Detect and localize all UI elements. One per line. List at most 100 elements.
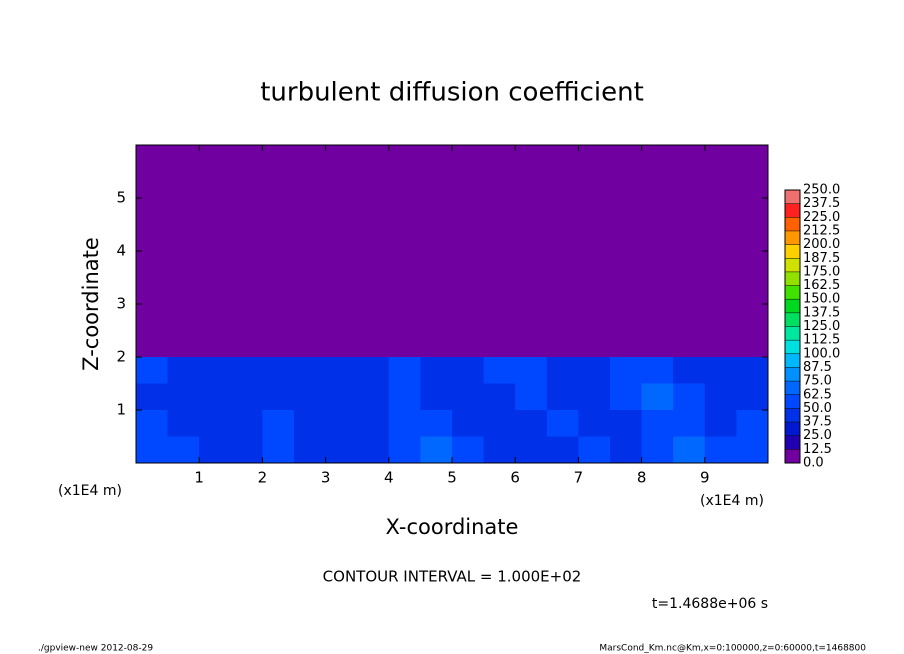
field-cell bbox=[515, 251, 548, 278]
field-cell bbox=[641, 357, 674, 384]
field-cell bbox=[262, 436, 295, 464]
field-cell bbox=[294, 277, 327, 305]
field-cell bbox=[325, 410, 358, 437]
field-cell bbox=[641, 277, 674, 305]
field-cell bbox=[546, 198, 579, 225]
y-tick-label: 2 bbox=[116, 348, 126, 366]
field-cell bbox=[546, 251, 579, 278]
field-cell bbox=[294, 357, 327, 384]
colorbar-label: 37.5 bbox=[803, 415, 832, 430]
field-cell bbox=[515, 145, 548, 172]
field-cell bbox=[578, 224, 611, 252]
field-cell bbox=[199, 330, 232, 358]
field-cell bbox=[420, 224, 453, 252]
field-cell bbox=[199, 277, 232, 305]
field-cell bbox=[325, 436, 358, 464]
field-cell bbox=[641, 198, 674, 225]
field-cell bbox=[452, 145, 485, 172]
field-cell bbox=[325, 145, 358, 172]
field-cell bbox=[230, 410, 263, 437]
colorbar-label: 212.5 bbox=[803, 223, 840, 238]
field-cell bbox=[294, 224, 327, 252]
field-cell bbox=[136, 171, 169, 199]
field-cell bbox=[641, 436, 674, 464]
field-cell bbox=[736, 410, 769, 437]
field-cell bbox=[388, 224, 421, 252]
field-cell bbox=[420, 277, 453, 305]
colorbar-swatch bbox=[785, 230, 800, 245]
field-cell bbox=[230, 224, 263, 252]
y-tick-label: 1 bbox=[116, 401, 126, 419]
x-unit-label: (x1E4 m) bbox=[58, 483, 122, 499]
field-cell bbox=[357, 224, 390, 252]
x-tick-label: 7 bbox=[574, 469, 584, 487]
colorbar-swatch bbox=[785, 285, 800, 300]
field-cell bbox=[262, 145, 295, 172]
field-cell bbox=[199, 145, 232, 172]
field-cell bbox=[483, 304, 516, 331]
field-cell bbox=[294, 198, 327, 225]
colorbar-label: 162.5 bbox=[803, 278, 840, 293]
field-cell bbox=[452, 410, 485, 437]
field-cell bbox=[704, 171, 737, 199]
field-cell bbox=[294, 304, 327, 331]
colorbar-label: 100.0 bbox=[803, 346, 840, 361]
field-cell bbox=[136, 304, 169, 331]
field-cell bbox=[388, 277, 421, 305]
annotation: CONTOUR INTERVAL = 1.000E+02 bbox=[323, 568, 582, 586]
field-cell bbox=[136, 410, 169, 437]
field-cell bbox=[388, 383, 421, 411]
field-cell bbox=[673, 330, 706, 358]
colorbar-label: 187.5 bbox=[803, 251, 840, 266]
field-cell bbox=[199, 357, 232, 384]
field-cell bbox=[199, 383, 232, 411]
field-cell bbox=[199, 436, 232, 464]
colorbar-swatch bbox=[785, 203, 800, 218]
field-cell bbox=[230, 198, 263, 225]
field-cell bbox=[641, 330, 674, 358]
field-cell bbox=[704, 224, 737, 252]
field-cell bbox=[199, 224, 232, 252]
field-cell bbox=[325, 251, 358, 278]
colorbar-swatch bbox=[785, 408, 800, 423]
field-cell bbox=[199, 171, 232, 199]
colorbar-label: 75.0 bbox=[803, 374, 832, 389]
field-cell bbox=[452, 171, 485, 199]
field-cell bbox=[610, 277, 643, 305]
field-cell bbox=[546, 383, 579, 411]
field-cell bbox=[515, 383, 548, 411]
field-cell bbox=[388, 436, 421, 464]
field-cell bbox=[578, 171, 611, 199]
field-cell bbox=[167, 304, 200, 331]
chart-title: turbulent diffusion coefficient bbox=[260, 78, 644, 108]
field-cell bbox=[294, 330, 327, 358]
field-cell bbox=[294, 145, 327, 172]
colorbar-label: 237.5 bbox=[803, 196, 840, 211]
field-cell bbox=[230, 330, 263, 358]
field-cell bbox=[420, 436, 453, 464]
field-cell bbox=[357, 436, 390, 464]
field-cell bbox=[673, 251, 706, 278]
colorbar-swatch bbox=[785, 422, 800, 436]
field-cell bbox=[515, 436, 548, 464]
field-cell bbox=[483, 383, 516, 411]
field-cell bbox=[167, 383, 200, 411]
x-tick-label: 3 bbox=[321, 469, 331, 487]
field-cell bbox=[673, 145, 706, 172]
field-cell bbox=[262, 383, 295, 411]
field-cell bbox=[515, 304, 548, 331]
field-cell bbox=[452, 198, 485, 225]
field-cell bbox=[199, 410, 232, 437]
field-cell bbox=[736, 357, 769, 384]
field-cell bbox=[136, 383, 169, 411]
field-cell bbox=[420, 171, 453, 199]
field-cell bbox=[452, 251, 485, 278]
colorbar-label: 87.5 bbox=[803, 360, 832, 375]
field-cell bbox=[230, 357, 263, 384]
field-cell bbox=[673, 383, 706, 411]
field-cell bbox=[357, 277, 390, 305]
field-cell bbox=[136, 357, 169, 384]
field-cell bbox=[546, 304, 579, 331]
field-cell bbox=[230, 171, 263, 199]
